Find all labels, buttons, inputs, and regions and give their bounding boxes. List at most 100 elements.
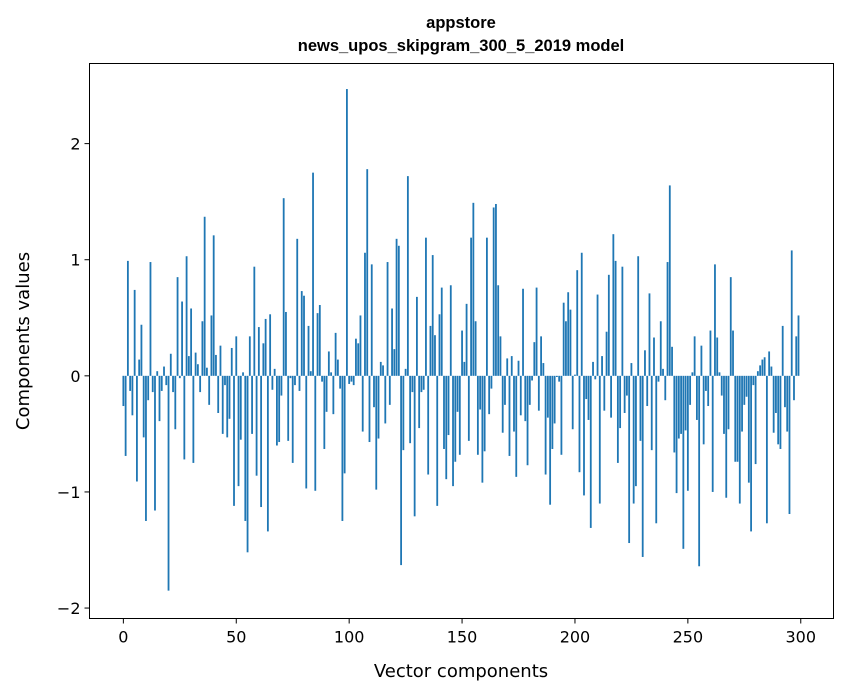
bar-152 (465, 303, 468, 376)
y-tick-label: −2 (57, 599, 81, 618)
bar-184 (537, 375, 540, 411)
bar-60 (257, 327, 260, 376)
bar-226 (632, 375, 635, 504)
bar-214 (605, 331, 608, 376)
bar-275 (743, 375, 746, 405)
bar-86 (316, 313, 319, 376)
bar-28 (185, 256, 188, 376)
bar-45 (224, 375, 226, 386)
bar-193 (558, 375, 561, 382)
bar-55 (246, 375, 249, 553)
bar-131 (418, 375, 421, 429)
bar-188 (546, 375, 549, 418)
bar-14 (154, 375, 156, 511)
bar-182 (533, 342, 536, 376)
bar-248 (682, 375, 685, 549)
bar-140 (438, 314, 441, 376)
bar-30 (190, 308, 193, 376)
bar-264 (718, 372, 721, 376)
bar-50 (235, 336, 238, 376)
bar-161 (485, 237, 488, 376)
bar-186 (542, 363, 545, 376)
bar-112 (375, 375, 378, 490)
bar-228 (637, 256, 640, 376)
bar-287 (770, 366, 773, 376)
bar-255 (698, 375, 701, 567)
bar-94 (334, 332, 337, 376)
y-tick-label: −1 (57, 483, 81, 502)
bar-183 (535, 287, 538, 376)
bar-266 (723, 375, 725, 434)
bar-273 (738, 375, 741, 504)
bar-296 (790, 250, 793, 376)
bar-133 (422, 375, 425, 390)
bar-166 (497, 285, 500, 376)
x-axis-label: Vector components (374, 661, 548, 682)
bar-276 (745, 375, 748, 397)
bar-156 (474, 321, 477, 376)
bar-143 (445, 375, 448, 480)
bar-83 (309, 371, 312, 376)
bar-91 (327, 351, 330, 376)
bar-217 (612, 234, 615, 376)
bar-71 (282, 198, 285, 376)
bar-102 (352, 375, 355, 386)
bar-250 (686, 375, 689, 491)
bar-157 (476, 375, 479, 455)
bar-58 (253, 266, 256, 376)
bar-61 (260, 375, 263, 508)
bar-13 (151, 375, 154, 393)
bar-216 (610, 375, 612, 418)
bar-242 (668, 185, 671, 376)
bar-108 (366, 169, 369, 376)
bar-284 (763, 357, 766, 376)
x-axis: 0 50 100 150 200 250 300 (118, 618, 816, 647)
bar-150 (461, 330, 463, 376)
bar-190 (551, 375, 554, 449)
bar-177 (522, 288, 524, 376)
bar-122 (397, 245, 400, 376)
bar-162 (488, 375, 491, 415)
bar-231 (644, 350, 646, 376)
bar-163 (490, 375, 493, 389)
bar-291 (779, 375, 782, 449)
bar-195 (562, 302, 565, 376)
bar-147 (454, 375, 457, 462)
bar-89 (323, 375, 326, 449)
bar-10 (145, 375, 147, 521)
bar-96 (339, 375, 342, 389)
bar-42 (217, 375, 220, 413)
bar-59 (255, 375, 258, 476)
bar-117 (386, 262, 389, 376)
bar-41 (215, 354, 217, 376)
bar-221 (621, 266, 624, 376)
bar-15 (156, 371, 159, 376)
bar-170 (506, 358, 509, 376)
bar-100 (348, 375, 351, 384)
bar-99 (346, 89, 348, 376)
bar-268 (727, 375, 730, 430)
bar-128 (411, 375, 414, 393)
bar-92 (330, 372, 333, 376)
bar-17 (160, 375, 163, 391)
bar-53 (242, 372, 244, 376)
bar-172 (510, 356, 513, 376)
bar-158 (479, 375, 482, 410)
bar-129 (413, 375, 416, 517)
bar-270 (732, 330, 734, 376)
chart-title-line-1: appstore (426, 14, 496, 32)
bar-44 (221, 375, 224, 434)
bar-103 (355, 338, 357, 376)
bar-199 (571, 375, 574, 430)
bar-189 (549, 375, 552, 505)
bar-272 (736, 375, 739, 462)
bar-178 (524, 375, 527, 422)
bar-85 (314, 375, 317, 491)
bar-165 (495, 203, 497, 376)
bar-38 (208, 375, 211, 405)
bar-88 (321, 375, 323, 382)
bar-180 (528, 375, 531, 405)
bar-185 (540, 336, 542, 376)
bar-175 (517, 360, 520, 376)
bar-263 (716, 337, 719, 376)
